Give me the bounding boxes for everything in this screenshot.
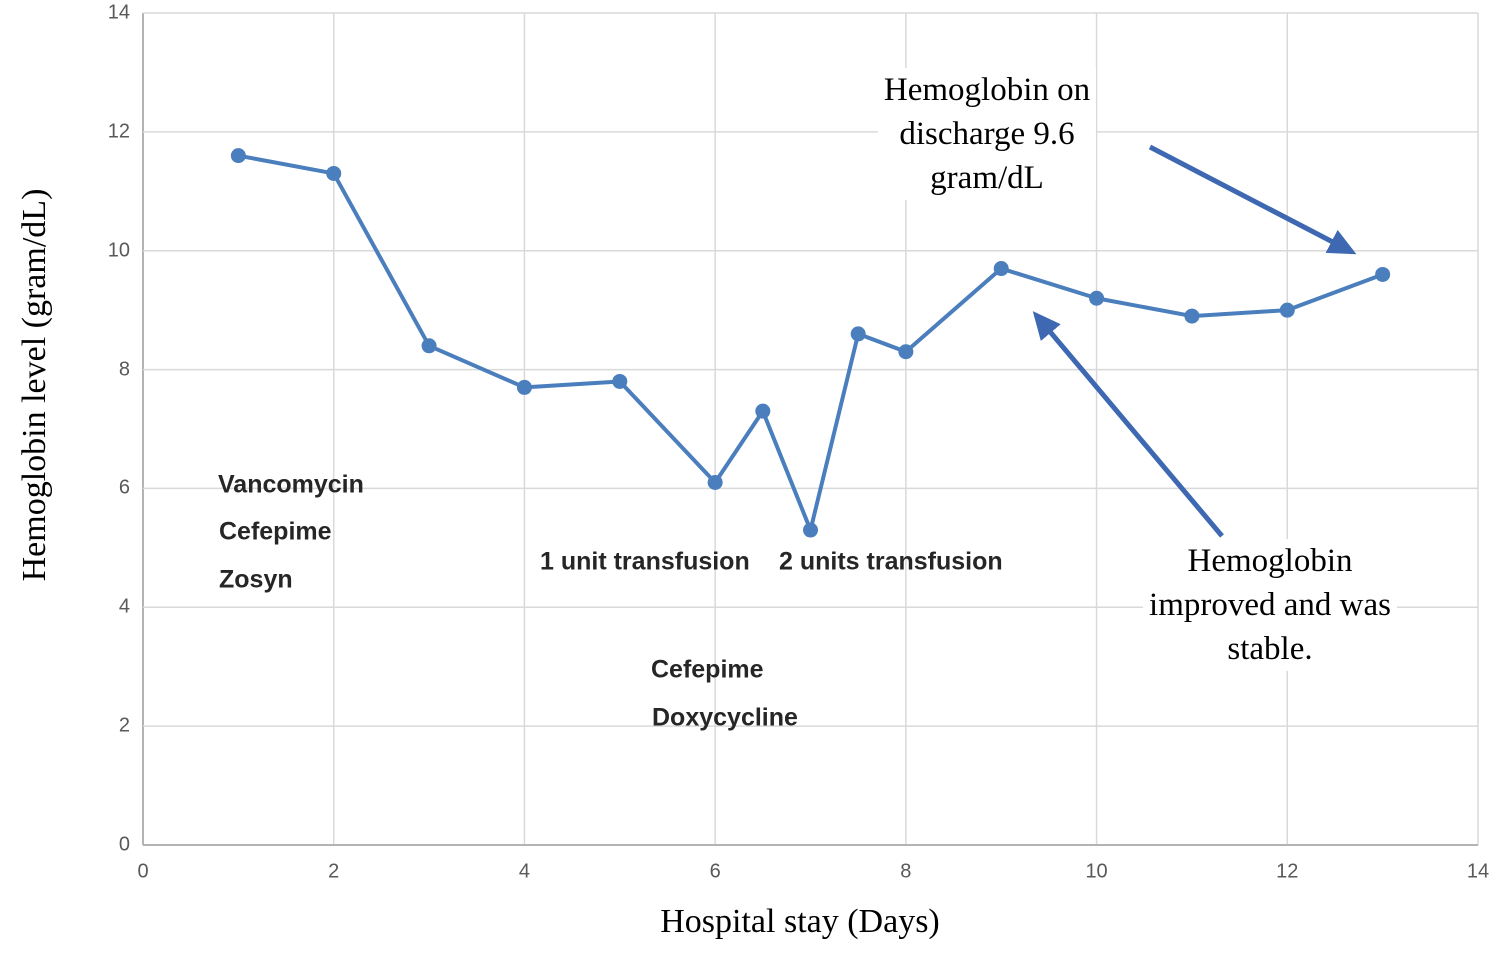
- hemoglobin-line: [236, 153, 1385, 533]
- data-point-marker: [803, 522, 818, 538]
- y-tick-label: 0: [118, 833, 130, 856]
- drug-annotation: Zosyn: [219, 565, 293, 594]
- data-point-marker: [1184, 308, 1200, 324]
- drug-annotation: Cefepime: [651, 655, 764, 684]
- y-tick-label: 6: [118, 476, 130, 499]
- data-point-marker: [755, 403, 771, 419]
- callout-line: gram/dL: [930, 160, 1044, 196]
- data-point-marker: [850, 326, 866, 342]
- x-tick-label: 14: [1466, 860, 1490, 883]
- callout-line: improved and was: [1149, 587, 1391, 623]
- x-tick-label: 0: [137, 860, 149, 883]
- drug-annotation: 1 unit transfusion: [540, 547, 750, 576]
- annotation-arrows: [1032, 144, 1357, 538]
- drug-annotation: Doxycycline: [652, 703, 798, 732]
- x-tick-label: 2: [328, 860, 340, 883]
- data-point-marker: [1089, 290, 1105, 306]
- x-tick-label: 10: [1085, 860, 1108, 883]
- data-point-marker: [326, 165, 342, 181]
- data-point-marker: [1375, 266, 1391, 282]
- callout-stable: Hemoglobin improved and was stable.: [1143, 539, 1397, 671]
- callout-line: stable.: [1227, 631, 1313, 667]
- y-tick-label: 12: [107, 120, 130, 143]
- data-point-marker: [993, 261, 1009, 277]
- drug-annotation: 2 units transfusion: [779, 547, 1003, 576]
- x-tick-label: 12: [1276, 860, 1299, 883]
- drug-annotation: Cefepime: [219, 517, 332, 546]
- arrow-stable: [1032, 311, 1224, 538]
- x-axis-title: Hospital stay (Days): [660, 903, 940, 940]
- hemoglobin-line-series: [230, 148, 1391, 538]
- x-tick-label: 8: [900, 860, 912, 883]
- callout-line: discharge 9.6: [899, 116, 1075, 152]
- x-tick-label: 6: [709, 860, 721, 883]
- y-tick-label: 14: [107, 1, 130, 24]
- y-tick-label: 2: [118, 714, 130, 737]
- data-point-marker: [1279, 302, 1295, 318]
- gridlines: [142, 12, 1479, 846]
- data-point-marker: [421, 338, 437, 354]
- y-tick-label: 10: [107, 239, 130, 262]
- data-point-marker: [230, 148, 246, 164]
- y-axis-title: Hemoglobin level (gram/dL): [16, 188, 53, 582]
- data-point-marker: [516, 379, 532, 395]
- x-tick-label: 4: [518, 860, 530, 883]
- arrow-discharge: [1148, 144, 1357, 255]
- y-tick-label: 8: [118, 358, 130, 381]
- callout-line: Hemoglobin: [1187, 543, 1353, 579]
- y-tick-label: 4: [118, 595, 130, 618]
- data-point-marker: [707, 474, 723, 490]
- drug-annotation: Vancomycin: [218, 470, 364, 499]
- data-point-marker: [612, 373, 628, 389]
- callout-discharge: Hemoglobin on discharge 9.6 gram/dL: [877, 68, 1097, 200]
- callout-line: Hemoglobin on: [883, 72, 1091, 108]
- data-point-marker: [898, 344, 914, 360]
